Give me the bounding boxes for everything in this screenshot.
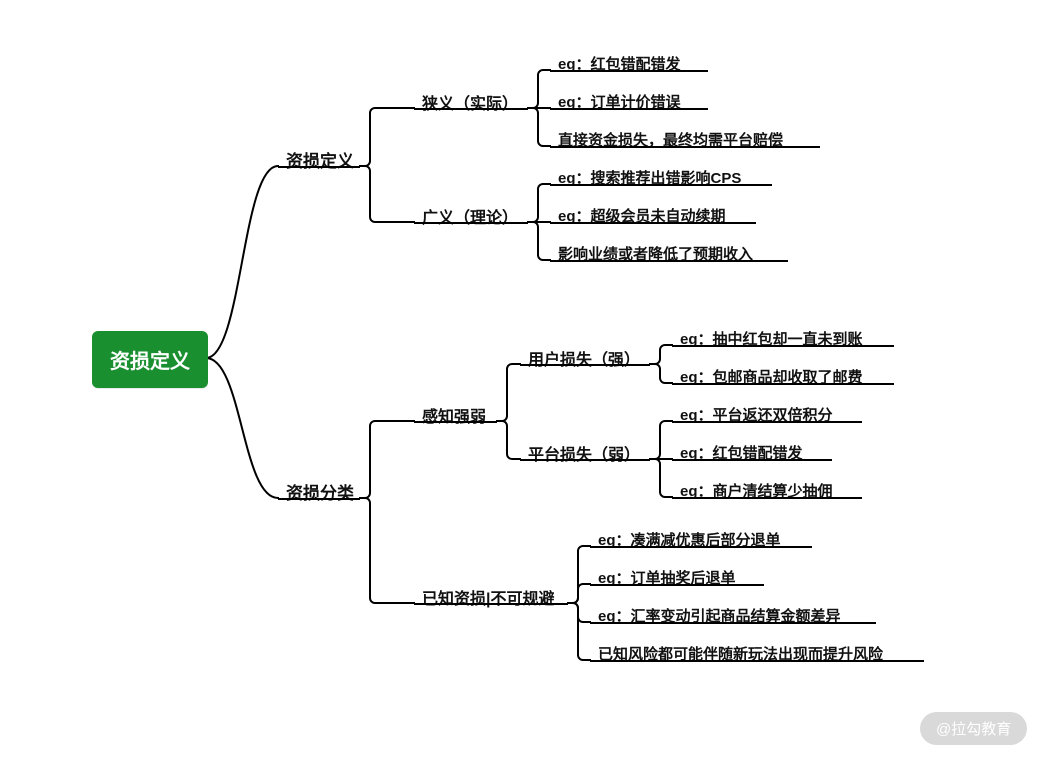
node-underline [672,383,894,385]
node-underline [590,546,812,548]
node-underline [278,166,360,168]
node-underline [414,222,528,224]
leaf-node: eg：凑满减优惠后部分退单 [596,525,783,554]
node-underline [550,108,708,110]
node-underline [672,497,862,499]
node-underline [278,498,360,500]
node-underline [520,364,650,366]
node-underline [550,184,772,186]
leaf-node: eg：包邮商品却收取了邮费 [678,362,865,391]
node-underline [590,584,764,586]
leaf-node: 影响业绩或者降低了预期收入 [556,239,755,268]
node-b2c1a: 用户损失（强） [526,342,642,374]
node-b2c2: 已知资损|不可规避 [420,581,556,613]
node-underline [550,146,820,148]
node-underline [672,421,862,423]
node-underline [414,603,568,605]
node-underline [590,660,924,662]
node-underline [550,222,756,224]
node-b1c1: 狭义（实际） [420,86,520,118]
branch-b2: 资损分类 [284,475,356,508]
leaf-node: eg：汇率变动引起商品结算金额差异 [596,601,843,630]
node-underline [414,421,497,423]
node-underline [590,622,876,624]
leaf-node: eg：红包错配错发 [678,438,805,467]
leaf-node: 已知风险都可能伴随新玩法出现而提升风险 [596,639,885,668]
branch-b1: 资损定义 [284,143,356,176]
root-node: 资损定义 [92,331,208,388]
watermark-badge: @拉勾教育 [920,712,1027,745]
node-underline [550,260,788,262]
node-underline [672,459,832,461]
node-b2c1: 感知强弱 [420,399,488,431]
leaf-node: eg：订单抽奖后退单 [596,563,738,592]
leaf-node: eg：红包错配错发 [556,49,683,78]
node-b1c2: 广义（理论） [420,200,520,232]
leaf-node: eg：搜索推荐出错影响CPS [556,163,743,192]
node-underline [520,459,650,461]
node-underline [550,70,708,72]
leaf-node: eg：抽中红包却一直未到账 [678,324,865,353]
node-underline [672,345,894,347]
leaf-node: eg：订单计价错误 [556,87,683,116]
leaf-node: eg：超级会员未自动续期 [556,201,728,230]
leaf-node: 直接资金损失，最终均需平台赔偿 [556,125,785,154]
node-underline [414,108,528,110]
leaf-node: eg：商户清结算少抽佣 [678,476,835,505]
node-b2c1b: 平台损失（弱） [526,437,642,469]
leaf-node: eg：平台返还双倍积分 [678,400,835,429]
